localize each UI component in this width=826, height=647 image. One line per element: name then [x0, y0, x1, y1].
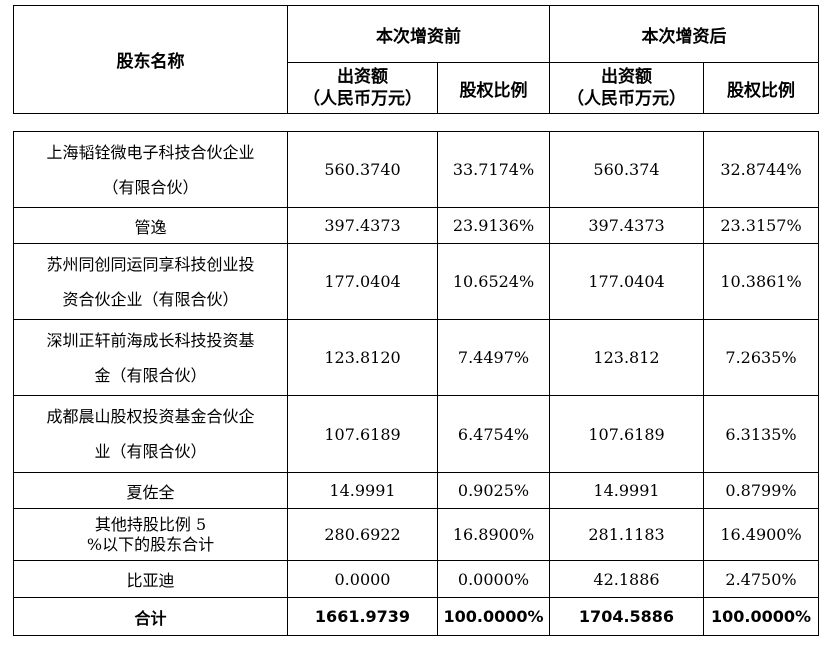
ratio-before: 23.9136%: [437, 207, 550, 244]
name-line: 其他持股比例 5: [94, 514, 207, 534]
header-shareholder-name: 股东名称: [13, 5, 288, 114]
capital-before: 123.8120: [287, 319, 438, 396]
table-row: 比亚迪 0.0000 0.0000% 42.1886 2.4750%: [13, 560, 819, 598]
capital-before: 560.3740: [287, 131, 438, 208]
ratio-after: 10.3861%: [703, 243, 819, 320]
ratio-before: 33.7174%: [437, 131, 550, 208]
header-table: 股东名称 本次增资前 本次增资后 出资额 （人民币万元） 股权比例 出资额 （人…: [13, 5, 819, 114]
capital-after: 14.9991: [549, 472, 704, 509]
capital-before: 0.0000: [287, 560, 438, 598]
header-capital-before: 出资额 （人民币万元）: [287, 62, 438, 114]
ratio-before: 0.0000%: [437, 560, 550, 598]
shareholder-name: 上海韬铨微电子科技合伙企业 （有限合伙）: [13, 131, 288, 208]
ratio-before: 16.8900%: [437, 508, 550, 561]
header-after-increase: 本次增资后: [549, 5, 819, 63]
shareholder-name: 夏佐全: [13, 472, 288, 509]
table-row: 其他持股比例 5 %以下的股东合计 280.6922 16.8900% 281.…: [13, 508, 819, 561]
total-capital-after: 1704.5886: [549, 597, 704, 636]
name-line: （有限合伙）: [102, 177, 199, 197]
ratio-before: 10.6524%: [437, 243, 550, 320]
capital-after: 281.1183: [549, 508, 704, 561]
header-capital-label: 出资额: [337, 67, 388, 87]
name-line: 成都晨山股权投资基金合伙企: [46, 407, 255, 426]
capital-after: 397.4373: [549, 207, 704, 244]
ratio-after: 32.8744%: [703, 131, 819, 208]
ratio-before: 7.4497%: [437, 319, 550, 396]
shareholder-name: 苏州同创同运同享科技创业投 资合伙企业（有限合伙）: [13, 243, 288, 320]
shareholder-name: 管逸: [13, 207, 288, 244]
table-row: 夏佐全 14.9991 0.9025% 14.9991 0.8799%: [13, 472, 819, 509]
header-before-increase: 本次增资前: [287, 5, 550, 63]
header-ratio-before: 股权比例: [437, 62, 550, 114]
name-line: 资合伙企业（有限合伙）: [62, 289, 239, 309]
capital-before: 397.4373: [287, 207, 438, 244]
capital-before: 107.6189: [287, 395, 438, 473]
name-line: 上海韬铨微电子科技合伙企业: [46, 142, 255, 162]
header-capital-after: 出资额 （人民币万元）: [549, 62, 704, 114]
ratio-before: 6.4754%: [437, 395, 550, 473]
total-label: 合计: [13, 597, 288, 636]
total-ratio-before: 100.0000%: [437, 597, 550, 636]
ratio-before: 0.9025%: [437, 472, 550, 509]
name-line: 苏州同创同运同享科技创业投: [46, 254, 255, 274]
shareholder-name: 深圳正轩前海成长科技投资基 金（有限合伙）: [13, 319, 288, 396]
name-line: %以下的股东合计: [86, 534, 215, 554]
capital-before: 14.9991: [287, 472, 438, 509]
capital-after: 107.6189: [549, 395, 704, 473]
shareholder-table: 上海韬铨微电子科技合伙企业 （有限合伙） 560.3740 33.7174% 5…: [13, 131, 819, 636]
ratio-after: 7.2635%: [703, 319, 819, 396]
table-row: 成都晨山股权投资基金合伙企 业（有限合伙） 107.6189 6.4754% 1…: [13, 395, 819, 473]
ratio-after: 0.8799%: [703, 472, 819, 509]
header-ratio-after: 股权比例: [703, 62, 819, 114]
capital-before: 177.0404: [287, 243, 438, 320]
capital-before: 280.6922: [287, 508, 438, 561]
table-row: 上海韬铨微电子科技合伙企业 （有限合伙） 560.3740 33.7174% 5…: [13, 131, 819, 208]
table-row: 苏州同创同运同享科技创业投 资合伙企业（有限合伙） 177.0404 10.65…: [13, 243, 819, 320]
table-row: 管逸 397.4373 23.9136% 397.4373 23.3157%: [13, 207, 819, 244]
shareholder-name: 其他持股比例 5 %以下的股东合计: [13, 508, 288, 561]
ratio-after: 2.4750%: [703, 560, 819, 598]
total-ratio-after: 100.0000%: [703, 597, 819, 636]
name-line: 金（有限合伙）: [94, 365, 207, 385]
ratio-after: 16.4900%: [703, 508, 819, 561]
capital-after: 123.812: [549, 319, 704, 396]
capital-after: 42.1886: [549, 560, 704, 598]
total-capital-before: 1661.9739: [287, 597, 438, 636]
shareholder-name: 比亚迪: [13, 560, 288, 598]
shareholder-name: 成都晨山股权投资基金合伙企 业（有限合伙）: [13, 395, 288, 473]
capital-after: 560.374: [549, 131, 704, 208]
header-capital-label: 出资额: [601, 67, 652, 87]
total-row: 合计 1661.9739 100.0000% 1704.5886 100.000…: [13, 597, 819, 636]
header-capital-unit: （人民币万元）: [567, 89, 686, 109]
capital-after: 177.0404: [549, 243, 704, 320]
name-line: 业（有限合伙）: [94, 442, 207, 461]
name-line: 深圳正轩前海成长科技投资基: [46, 330, 255, 350]
header-capital-unit: （人民币万元）: [303, 89, 422, 109]
ratio-after: 6.3135%: [703, 395, 819, 473]
table-row: 深圳正轩前海成长科技投资基 金（有限合伙） 123.8120 7.4497% 1…: [13, 319, 819, 396]
ratio-after: 23.3157%: [703, 207, 819, 244]
